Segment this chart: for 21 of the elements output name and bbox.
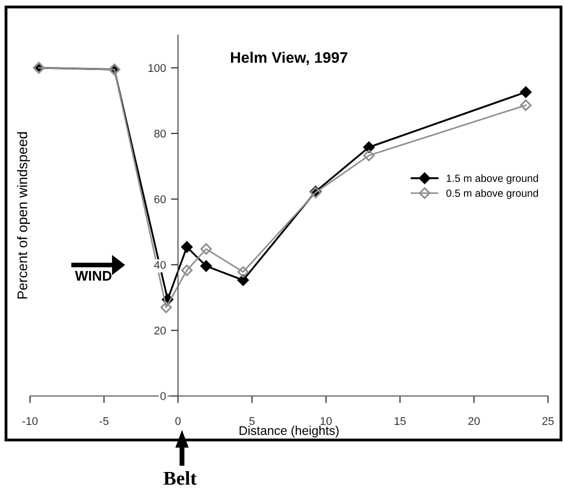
x-tick-label: 20 <box>468 417 480 425</box>
y-tick-label: 80 <box>154 130 166 138</box>
x-tick-label: -5 <box>100 417 108 425</box>
y-tick-label: 40 <box>154 260 166 269</box>
x-tick-label: 25 <box>542 417 554 425</box>
legend-label: 1.5 m above ground <box>446 174 538 184</box>
x-tick-label: 5 <box>249 417 255 425</box>
y-tick-label: 0 <box>160 392 166 400</box>
y-axis-title: Percent of open windspeed <box>17 132 30 299</box>
y-tick-label: 20 <box>154 326 166 334</box>
x-tick-label: 10 <box>320 417 332 425</box>
y-tick-label: 100 <box>148 64 166 72</box>
annotation: WIND <box>75 271 112 281</box>
x-tick-label: -10 <box>22 417 38 425</box>
text: Belt <box>164 471 197 485</box>
x-tick-label: 15 <box>394 417 406 425</box>
text: Helm View, 1997 <box>230 52 348 66</box>
x-tick-label: 0 <box>175 417 181 425</box>
x-axis-title: Distance (heights) <box>240 426 339 438</box>
legend-label: 0.5 m above ground <box>446 189 538 199</box>
y-tick-label: 60 <box>154 195 166 204</box>
